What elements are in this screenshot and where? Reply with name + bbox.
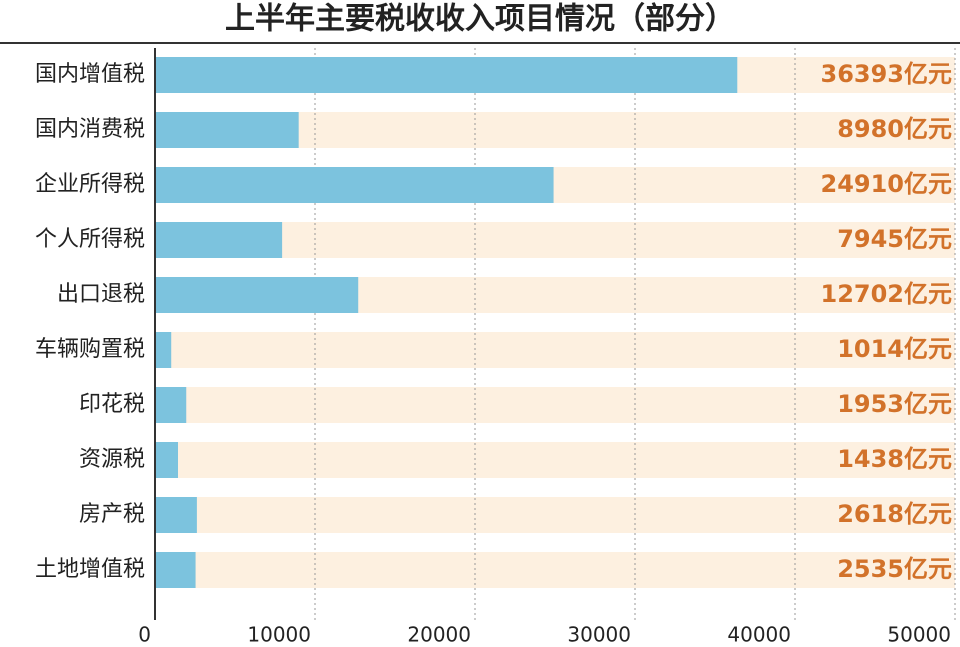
value-label: 2618亿元 — [837, 500, 952, 528]
bar-track — [155, 497, 955, 533]
bar — [155, 57, 738, 93]
x-tick-label: 30000 — [567, 623, 631, 647]
x-tick-label: 20000 — [407, 623, 471, 647]
bar — [155, 442, 179, 478]
bar-track — [155, 387, 955, 423]
y-tick-label: 印花税 — [79, 392, 145, 417]
bar-track — [155, 332, 955, 368]
value-label: 36393亿元 — [821, 60, 953, 88]
bar — [155, 112, 299, 148]
value-label: 1014亿元 — [837, 335, 952, 363]
y-tick-label: 车辆购置税 — [35, 337, 145, 362]
value-label: 12702亿元 — [821, 280, 953, 308]
bar-track — [155, 442, 955, 478]
bar — [155, 167, 554, 203]
bar — [155, 387, 187, 423]
x-tick-label: 0 — [138, 623, 151, 647]
bar — [155, 332, 172, 368]
value-label: 1953亿元 — [837, 390, 952, 418]
value-label: 24910亿元 — [821, 170, 953, 198]
bar-track — [155, 222, 955, 258]
y-tick-label: 资源税 — [79, 447, 145, 472]
bar — [155, 222, 283, 258]
value-label: 8980亿元 — [837, 115, 952, 143]
bar — [155, 552, 196, 588]
value-label: 1438亿元 — [837, 445, 952, 473]
chart-title: 上半年主要税收收入项目情况（部分） — [225, 2, 735, 37]
value-label: 2535亿元 — [837, 555, 952, 583]
y-tick-label: 国内消费税 — [35, 117, 145, 142]
bar — [155, 277, 359, 313]
x-tick-label: 10000 — [247, 623, 311, 647]
y-tick-label: 土地增值税 — [35, 557, 145, 582]
y-tick-label: 出口退税 — [57, 282, 145, 307]
y-tick-label: 房产税 — [79, 502, 145, 527]
value-label: 7945亿元 — [837, 225, 952, 253]
bar — [155, 497, 197, 533]
x-tick-label: 50000 — [887, 623, 951, 647]
y-tick-label: 企业所得税 — [35, 172, 145, 197]
y-tick-label: 国内增值税 — [35, 62, 145, 87]
bar-track — [155, 552, 955, 588]
y-tick-label: 个人所得税 — [35, 227, 145, 252]
x-tick-label: 40000 — [727, 623, 791, 647]
